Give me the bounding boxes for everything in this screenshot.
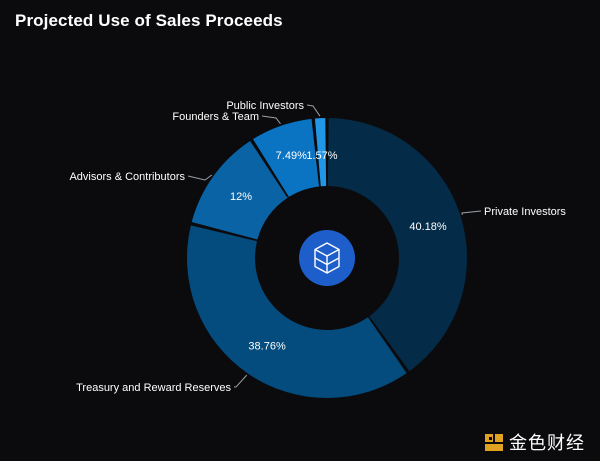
leader-line-public-investors <box>306 104 321 117</box>
leader-line-private-investors <box>461 210 482 215</box>
category-label-private-investors: Private Investors <box>484 206 566 218</box>
category-label-treasury-and-reward-reserves: Treasury and Reward Reserves <box>76 382 231 394</box>
value-label-treasury-and-reward-reserves: 38.76% <box>248 340 286 352</box>
leader-line-founders-and-team <box>261 115 281 125</box>
watermark-text: 金色财经 <box>509 433 585 453</box>
slice-advisors-and-contributors[interactable] <box>191 141 288 240</box>
value-label-public-investors: 1.57% <box>306 150 337 162</box>
fantom-cube-logo-icon <box>299 230 355 286</box>
leader-line-treasury-and-reward-reserves <box>234 374 248 388</box>
jinse-logo-icon <box>485 434 503 451</box>
chart-title: Projected Use of Sales Proceeds <box>15 11 283 30</box>
slice-public-investors[interactable] <box>314 118 327 187</box>
value-label-advisors-and-contributors: 12% <box>230 191 252 203</box>
slice-treasury-and-reward-reserves[interactable] <box>187 225 407 399</box>
watermark: 金色财经 <box>483 429 585 455</box>
slice-founders-and-team[interactable] <box>252 118 320 197</box>
value-label-founders-and-team: 7.49% <box>276 150 307 162</box>
leader-line-advisors-and-contributors <box>187 174 213 181</box>
category-label-advisors-and-contributors: Advisors & Contributors <box>69 171 185 183</box>
value-label-private-investors: 40.18% <box>409 221 447 233</box>
slice-private-investors[interactable] <box>327 118 468 372</box>
category-label-public-investors: Public Investors <box>226 100 304 112</box>
category-label-founders-and-team: Founders & Team <box>172 111 259 123</box>
